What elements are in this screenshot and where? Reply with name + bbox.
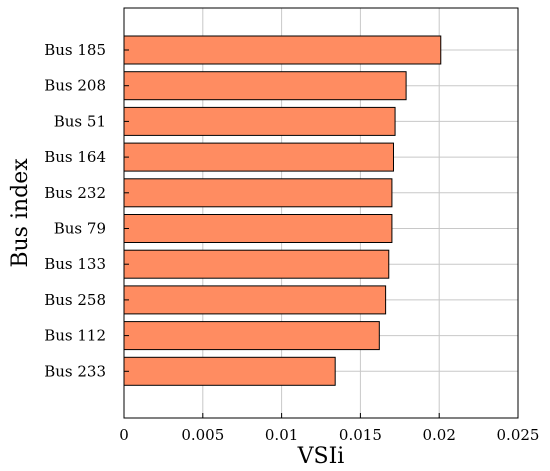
bar <box>123 178 393 208</box>
y-tick-label: Bus 112 <box>44 327 106 345</box>
x-tick-label: 0.005 <box>181 426 224 444</box>
y-tick-label: Bus 258 <box>44 291 106 309</box>
x-tick-label: 0 <box>119 426 129 444</box>
x-tick-label: 0.02 <box>422 426 455 444</box>
y-tick-label: Bus 133 <box>44 255 106 273</box>
bars <box>123 35 442 386</box>
x-tick-label: 0.025 <box>497 426 540 444</box>
grid-lines <box>123 8 519 418</box>
plot-frame <box>123 7 519 419</box>
y-tick-label: Bus 51 <box>54 112 106 130</box>
bar <box>123 249 390 279</box>
tick-labels: 0 0.005 0.01 0.015 0.02 0.025 Bus 185 Bus 208 Bu… <box>44 41 539 444</box>
bar <box>123 321 380 351</box>
bar <box>123 71 407 101</box>
y-tick-label: Bus 185 <box>44 41 106 59</box>
y-tick-label: Bus 232 <box>44 184 106 202</box>
x-tick-label: 0.015 <box>339 426 382 444</box>
bar <box>123 106 396 136</box>
bar <box>123 142 394 172</box>
y-tick-label: Bus 233 <box>44 362 106 380</box>
y-axis-title: Bus index <box>8 158 33 268</box>
bar <box>123 214 393 243</box>
y-tick-label: Bus 208 <box>44 77 106 95</box>
y-tick-label: Bus 79 <box>54 220 106 238</box>
bar <box>123 285 387 315</box>
bar <box>123 35 442 65</box>
x-tick-label: 0.01 <box>265 426 298 444</box>
y-tick-label: Bus 164 <box>44 148 106 166</box>
x-axis-title: VSIi <box>297 444 345 469</box>
bar <box>123 356 336 386</box>
